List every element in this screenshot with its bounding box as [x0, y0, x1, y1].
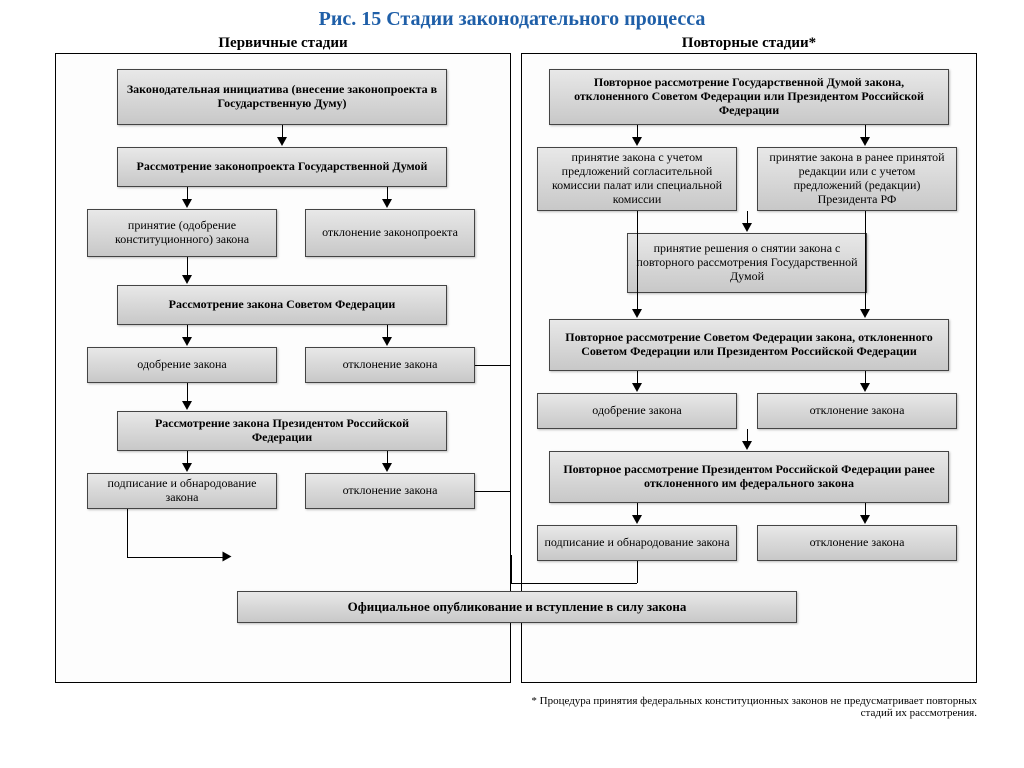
left-n4: Рассмотрение закона Советом Федерации: [117, 285, 447, 325]
arrow-icon: [223, 552, 232, 562]
arrow-icon: [860, 137, 870, 146]
arrow-icon: [632, 137, 642, 146]
arrow-icon: [182, 401, 192, 410]
arrow-icon: [182, 275, 192, 284]
flowchart: Первичные стадии Повторные стадии* Закон…: [27, 35, 997, 755]
conn: [475, 491, 511, 492]
conn: [511, 555, 512, 583]
conn: [127, 509, 128, 557]
arrow-icon: [382, 199, 392, 208]
conn: [187, 257, 188, 277]
conn: [637, 211, 638, 311]
left-n3a: принятие (одобрение конституционного) за…: [87, 209, 277, 257]
conn: [187, 383, 188, 403]
arrow-icon: [860, 383, 870, 392]
right-n5b: отклонение закона: [757, 393, 957, 429]
arrow-icon: [277, 137, 287, 146]
conn: [127, 557, 227, 558]
right-n7a: подписание и обнародование закона: [537, 525, 737, 561]
arrow-icon: [742, 223, 752, 232]
conn: [511, 583, 637, 584]
conn: [475, 365, 511, 366]
left-n6: Рассмотрение закона Президентом Российск…: [117, 411, 447, 451]
page-title: Рис. 15 Стадии законодательного процесса: [0, 0, 1024, 35]
arrow-icon: [860, 515, 870, 524]
right-n4: Повторное рассмотрение Советом Федерации…: [549, 319, 949, 371]
left-n2: Рассмотрение законопроекта Государственн…: [117, 147, 447, 187]
left-n7b: отклонение закона: [305, 473, 475, 509]
arrow-icon: [632, 309, 642, 318]
arrow-icon: [182, 337, 192, 346]
right-n3: принятие решения о снятии закона с повто…: [627, 233, 867, 293]
left-header: Первичные стадии: [55, 35, 511, 52]
arrow-icon: [182, 199, 192, 208]
arrow-icon: [632, 383, 642, 392]
right-n2a: принятие закона с учетом предложений сог…: [537, 147, 737, 211]
left-n1: Законодательная инициатива (внесение зак…: [117, 69, 447, 125]
right-header: Повторные стадии*: [521, 35, 977, 52]
footnote: * Процедура принятия федеральных констит…: [517, 695, 977, 719]
arrow-icon: [382, 463, 392, 472]
arrow-icon: [382, 337, 392, 346]
arrow-icon: [742, 441, 752, 450]
right-n2b: принятие закона в ранее принятой редакци…: [757, 147, 957, 211]
right-n5a: одобрение закона: [537, 393, 737, 429]
left-n3b: отклонение законопроекта: [305, 209, 475, 257]
left-n5b: отклонение закона: [305, 347, 475, 383]
arrow-icon: [182, 463, 192, 472]
final-box: Официальное опубликование и вступление в…: [237, 591, 797, 623]
arrow-icon: [632, 515, 642, 524]
conn: [865, 211, 866, 311]
arrow-icon: [860, 309, 870, 318]
right-n6: Повторное рассмотрение Президентом Росси…: [549, 451, 949, 503]
conn: [637, 561, 638, 583]
left-n5a: одобрение закона: [87, 347, 277, 383]
right-n1: Повторное рассмотрение Государственной Д…: [549, 69, 949, 125]
right-n7b: отклонение закона: [757, 525, 957, 561]
left-n7a: подписание и обнародование закона: [87, 473, 277, 509]
